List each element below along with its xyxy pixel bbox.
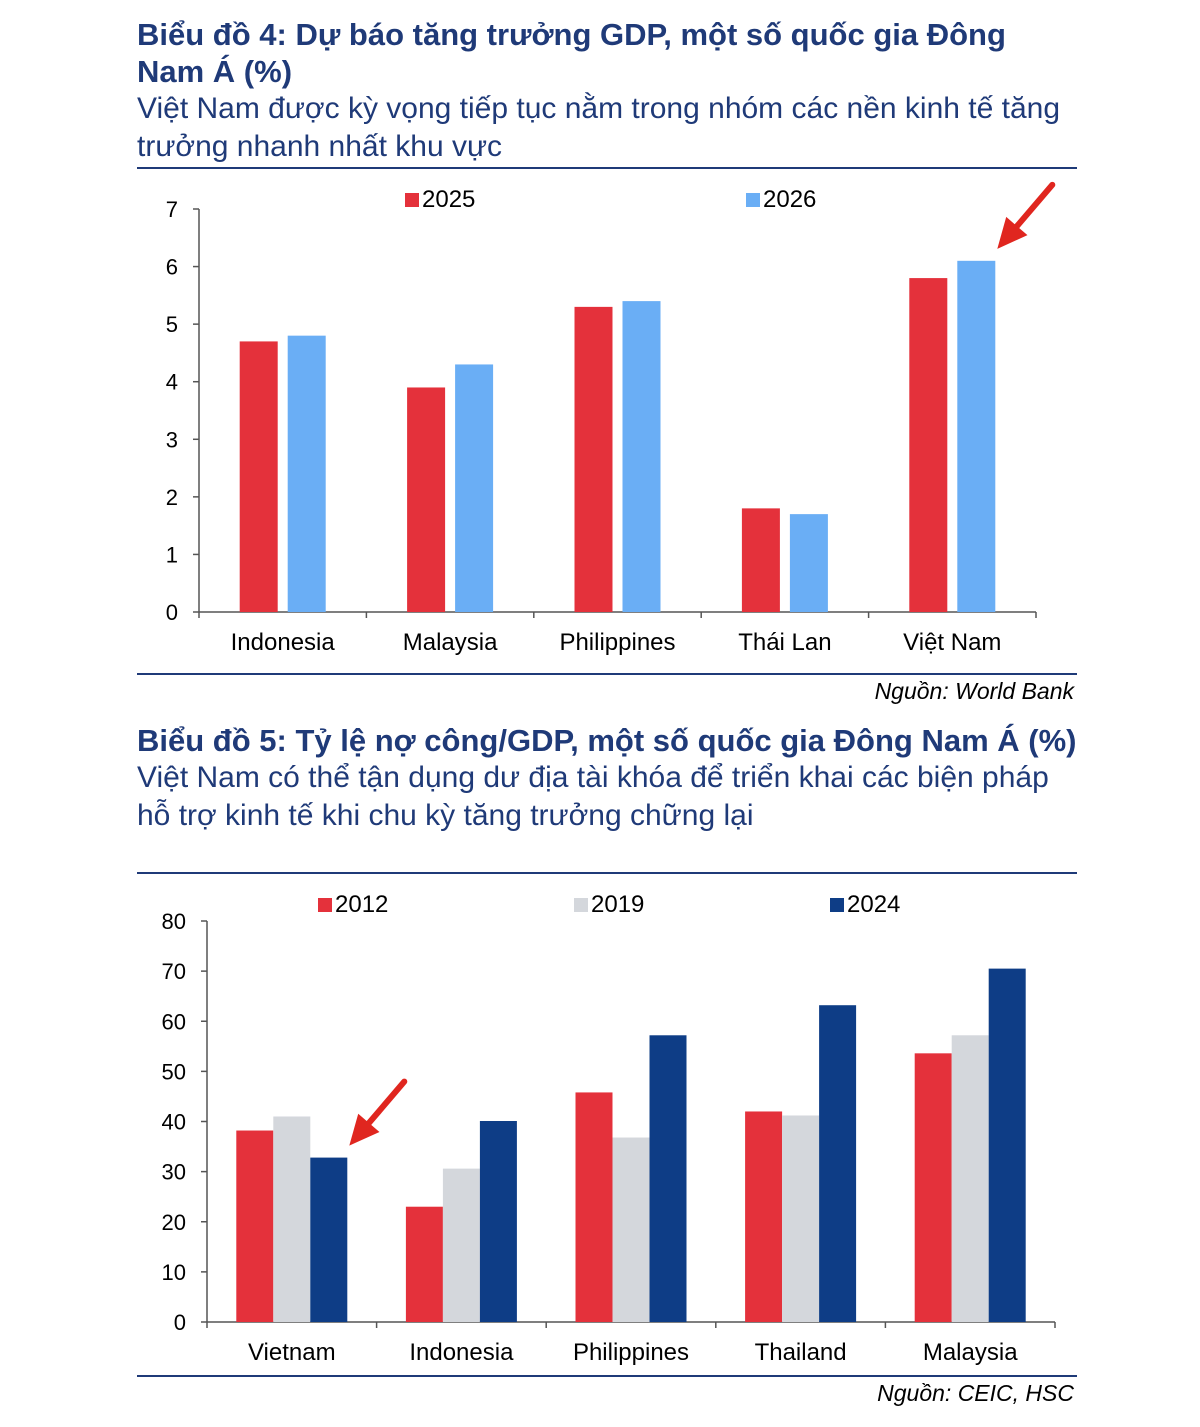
chart5-category-label: Vietnam [248, 1339, 336, 1366]
chart5-category-label: Indonesia [409, 1339, 514, 1366]
chart4-bar-2026 [957, 260, 996, 612]
chart5-bar-2012 [236, 1130, 274, 1322]
chart5-y-tick-label: 60 [162, 1009, 186, 1034]
chart4-y-tick-label: 6 [166, 255, 178, 280]
chart4-legend-swatch [405, 193, 419, 207]
chart5-category-label: Philippines [573, 1339, 689, 1366]
chart5-plot: 0 10 20 30 40 50 60 70 80 Vietnam Indonesia Philipp… [162, 891, 1056, 1366]
chart5-bottom-rule [137, 1375, 1077, 1377]
chart4-bar-2025 [407, 387, 446, 612]
chart4-bar-2026 [789, 514, 828, 612]
chart5-subtitle: Việt Nam có thể tận dụng dư địa tài khóa… [137, 761, 1049, 832]
chart5-title: Biểu đồ 5: Tỷ lệ nợ công/GDP, một số quố… [137, 723, 1077, 758]
chart5-legend-label: 2019 [591, 891, 644, 918]
chart5-legend-label: 2012 [335, 891, 388, 918]
chart4-category-label: Việt Nam [903, 629, 1001, 656]
chart5-bar-2024 [479, 1120, 517, 1322]
chart5-annotation-arrow-head [349, 1113, 380, 1146]
chart4-y-tick-label: 5 [166, 312, 178, 337]
chart5-bar-2024 [988, 968, 1026, 1322]
chart5-legend-swatch [830, 898, 844, 912]
chart4-y-tick-label: 3 [166, 427, 178, 452]
chart5-y-tick-label: 10 [162, 1260, 186, 1285]
chart4-bar-2026 [622, 301, 661, 612]
chart5-bar-2012 [745, 1111, 783, 1322]
chart5-legend-swatch [574, 898, 588, 912]
chart4-subtitle: Việt Nam được kỳ vọng tiếp tục nằm trong… [137, 92, 1061, 163]
chart5-bar-2019 [273, 1116, 311, 1322]
chart4-category-label: Indonesia [231, 629, 336, 656]
chart4-y-tick-label: 1 [166, 542, 178, 567]
chart4-bar-2025 [574, 306, 613, 612]
chart4-top-rule [137, 167, 1077, 169]
chart4-legend-swatch [746, 193, 760, 207]
chart5-annotation-arrow-shaft [360, 1078, 408, 1133]
chart4-annotation-arrow-head [997, 216, 1028, 249]
chart5-y-tick-label: 50 [162, 1059, 186, 1084]
chart4-bar-2026 [287, 335, 326, 612]
chart5-y-tick-label: 0 [174, 1310, 186, 1335]
chart4-category-label: Malaysia [403, 629, 498, 656]
chart5-bar-2019 [782, 1115, 820, 1322]
chart4-header: Biểu đồ 4: Dự báo tăng trưởng GDP, một s… [137, 16, 1077, 166]
chart4-category-label: Philippines [559, 629, 675, 656]
chart5-bar-2012 [575, 1092, 613, 1322]
chart4-annotation-arrow-shaft [1008, 181, 1056, 236]
chart5-header: Biểu đồ 5: Tỷ lệ nợ công/GDP, một số quố… [137, 722, 1077, 835]
chart4-y-tick-label: 7 [166, 197, 178, 222]
chart5-bar-2024 [310, 1157, 348, 1322]
chart5-category-label: Malaysia [923, 1339, 1018, 1366]
chart4-bar-2025 [909, 278, 948, 612]
chart5-bar-2012 [914, 1053, 952, 1322]
chart4-source: Nguồn: World Bank [874, 678, 1074, 704]
chart5-y-tick-label: 40 [162, 1110, 186, 1135]
chart5-y-tick-label: 30 [162, 1160, 186, 1185]
chart4-bottom-rule [137, 673, 1077, 675]
chart4-bar-2026 [455, 364, 494, 612]
chart5-category-label: Thailand [755, 1339, 847, 1366]
chart5-bar-2019 [442, 1168, 480, 1322]
chart5-bar-2019 [951, 1035, 989, 1322]
chart5-y-tick-label: 80 [162, 909, 186, 934]
chart4-bar-2025 [239, 341, 278, 612]
chart5-top-rule [137, 872, 1077, 874]
chart4-y-tick-label: 0 [166, 600, 178, 625]
chart5-source: Nguồn: CEIC, HSC [877, 1380, 1074, 1406]
chart5-bar-2024 [649, 1035, 687, 1322]
chart4-y-tick-label: 2 [166, 485, 178, 510]
chart5-y-tick-label: 70 [162, 959, 186, 984]
chart4-title: Biểu đồ 4: Dự báo tăng trưởng GDP, một s… [137, 17, 1006, 89]
chart5-legend-swatch [318, 898, 332, 912]
chart5-y-tick-label: 20 [162, 1210, 186, 1235]
chart5-bar-2012 [405, 1206, 443, 1322]
chart4-plot: 0 1 2 3 4 5 6 7 Indonesia Malaysia Philippines Thái… [166, 181, 1056, 656]
chart4-legend-label: 2026 [763, 186, 816, 213]
chart4-bar-2025 [741, 508, 780, 612]
chart4-category-label: Thái Lan [738, 629, 831, 656]
chart4-legend-label: 2025 [422, 186, 475, 213]
chart4-y-tick-label: 4 [166, 370, 178, 395]
chart5-bar-2019 [612, 1137, 650, 1322]
chart5-bar-2024 [819, 1005, 857, 1322]
chart5-legend-label: 2024 [847, 891, 900, 918]
